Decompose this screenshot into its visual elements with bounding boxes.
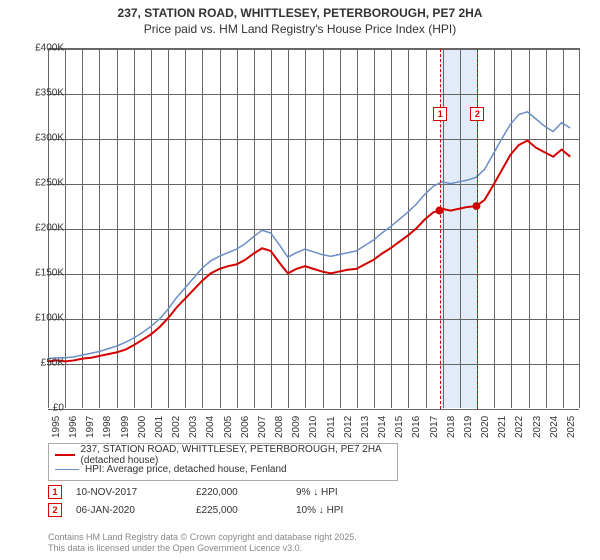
x-tick-label: 2021: [497, 416, 508, 438]
legend-swatch-price: [55, 454, 75, 456]
attribution: Contains HM Land Registry data © Crown c…: [48, 532, 357, 554]
y-tick-label: £250K: [22, 178, 64, 189]
x-tick-label: 2016: [411, 416, 422, 438]
sale-badge: 1: [48, 485, 62, 499]
x-tick-label: 2008: [274, 416, 285, 438]
x-tick-label: 2006: [240, 416, 251, 438]
sale-delta: 9% ↓ HPI: [296, 487, 416, 498]
y-tick-label: £150K: [22, 268, 64, 279]
y-tick-label: £350K: [22, 88, 64, 99]
attribution-line: This data is licensed under the Open Gov…: [48, 543, 357, 554]
x-tick-label: 2005: [223, 416, 234, 438]
sale-date: 06-JAN-2020: [76, 505, 196, 516]
x-tick-label: 1996: [68, 416, 79, 438]
x-tick-label: 1999: [120, 416, 131, 438]
x-tick-label: 2024: [549, 416, 560, 438]
chart-title: 237, STATION ROAD, WHITTLESEY, PETERBORO…: [0, 6, 600, 20]
sale-delta: 10% ↓ HPI: [296, 505, 416, 516]
sale-dashed-line: [440, 49, 441, 409]
x-tick-label: 2010: [308, 416, 319, 438]
legend-swatch-hpi: [55, 469, 79, 470]
sales-row: 1 10-NOV-2017£220,0009% ↓ HPI: [48, 484, 416, 500]
x-tick-label: 2023: [532, 416, 543, 438]
title-block: 237, STATION ROAD, WHITTLESEY, PETERBORO…: [0, 0, 600, 36]
plot-area: 12: [48, 48, 580, 408]
sales-row: 2 06-JAN-2020£225,00010% ↓ HPI: [48, 502, 416, 518]
y-tick-label: £300K: [22, 133, 64, 144]
legend-row: 237, STATION ROAD, WHITTLESEY, PETERBORO…: [55, 448, 391, 462]
legend-label-hpi: HPI: Average price, detached house, Fenl…: [85, 464, 287, 475]
x-tick-label: 2014: [377, 416, 388, 438]
sale-dashed-line: [477, 49, 478, 409]
sale-price: £220,000: [196, 487, 296, 498]
sale-price: £225,000: [196, 505, 296, 516]
x-tick-label: 2019: [463, 416, 474, 438]
x-tick-label: 2007: [257, 416, 268, 438]
x-tick-label: 2018: [446, 416, 457, 438]
chart-lines-svg: [48, 49, 579, 408]
chart-container: 237, STATION ROAD, WHITTLESEY, PETERBORO…: [0, 0, 600, 560]
x-tick-label: 2000: [137, 416, 148, 438]
y-tick-label: £50K: [22, 358, 64, 369]
sales-table: 1 10-NOV-2017£220,0009% ↓ HPI 2 06-JAN-2020…: [48, 484, 416, 520]
y-tick-label: £400K: [22, 43, 64, 54]
x-tick-label: 2017: [429, 416, 440, 438]
series-line-hpi: [48, 112, 570, 359]
x-tick-label: 2004: [205, 416, 216, 438]
x-tick-label: 1997: [85, 416, 96, 438]
sale-badge-on-plot: 1: [433, 107, 447, 121]
x-tick-label: 2001: [154, 416, 165, 438]
legend: 237, STATION ROAD, WHITTLESEY, PETERBORO…: [48, 443, 398, 481]
x-tick-label: 2022: [514, 416, 525, 438]
chart-subtitle: Price paid vs. HM Land Registry's House …: [0, 22, 600, 36]
y-tick-label: £0: [22, 403, 64, 414]
x-tick-label: 2009: [291, 416, 302, 438]
x-tick-label: 2003: [188, 416, 199, 438]
x-tick-label: 2011: [326, 416, 337, 438]
x-tick-label: 2025: [566, 416, 577, 438]
x-tick-label: 1995: [51, 416, 62, 438]
sale-badge: 2: [48, 503, 62, 517]
sale-date: 10-NOV-2017: [76, 487, 196, 498]
x-tick-label: 2020: [480, 416, 491, 438]
x-tick-label: 2012: [343, 416, 354, 438]
sale-badge-on-plot: 2: [470, 107, 484, 121]
x-tick-label: 2013: [360, 416, 371, 438]
x-tick-label: 2015: [394, 416, 405, 438]
y-tick-label: £100K: [22, 313, 64, 324]
x-tick-label: 2002: [171, 416, 182, 438]
x-tick-label: 1998: [102, 416, 113, 438]
attribution-line: Contains HM Land Registry data © Crown c…: [48, 532, 357, 543]
y-tick-label: £200K: [22, 223, 64, 234]
